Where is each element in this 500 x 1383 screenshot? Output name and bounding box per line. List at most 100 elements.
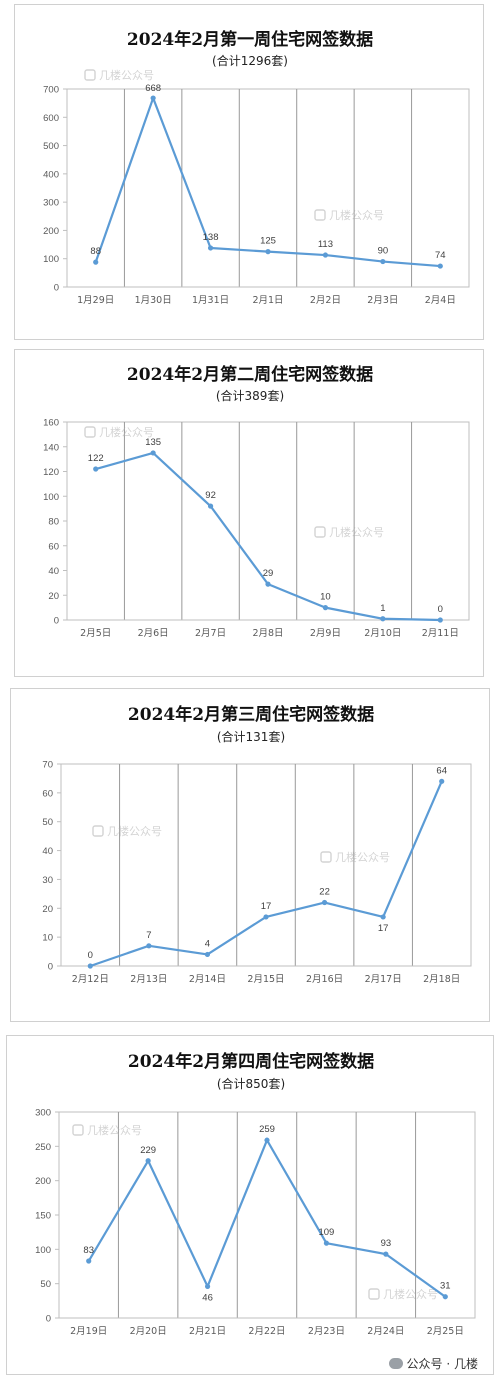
chart-title: 2024年2月第四周住宅网签数据 [128,1051,374,1072]
y-tick-label: 100 [35,1245,51,1256]
chart-panel-week1: 2024年2月第一周住宅网签数据 (合计1296套) 0 100 200 300 400 50… [14,4,484,340]
y-tick-label: 0 [46,1314,51,1325]
data-point [263,914,269,920]
watermark-logo-icon [92,825,104,837]
footer-brand: 公众号 · 几楼 [388,1355,478,1372]
y-tick-label: 600 [43,113,59,124]
y-tick-label: 100 [43,492,59,503]
x-tick-label: 2月5日 [80,628,111,639]
plot-area [66,421,470,621]
y-tick-label: 20 [42,904,53,915]
x-tick-label: 2月8日 [252,628,283,639]
data-label: 0 [88,950,93,961]
x-tick-label: 2月17日 [365,974,402,985]
data-label: 135 [145,437,161,448]
y-tick-label: 200 [43,226,59,237]
data-point [321,899,328,906]
y-tick-label: 0 [54,283,59,294]
watermark: 几楼公众号 [314,208,384,222]
wechat-icon [388,1358,403,1369]
y-tick-label: 200 [35,1176,51,1187]
chart-title: 2024年2月第二周住宅网签数据 [127,364,373,385]
x-tick-label: 2月3日 [367,295,398,306]
watermark-text: 几楼公众号 [99,68,154,82]
watermark-text: 几楼公众号 [329,525,384,539]
y-tick-label: 30 [42,875,53,886]
x-tick-label: 2月16日 [306,974,343,985]
data-point [86,1258,92,1264]
week2-line-chart: 2024年2月第二周住宅网签数据(合计389套)0204060801001201… [43,364,470,639]
data-point [437,263,443,269]
x-tick-label: 2月10日 [364,628,401,639]
x-tick-label: 2月18日 [423,974,460,985]
y-tick-label: 300 [35,1108,51,1119]
x-tick-label: 2月7日 [195,628,226,639]
data-label: 0 [438,604,443,615]
watermark-text: 几楼公众号 [99,425,154,439]
data-point [93,259,99,265]
data-point [442,1294,448,1300]
y-tick-label: 400 [43,169,59,180]
data-label: 668 [145,83,161,94]
footer-text: 公众号 · 几楼 [406,1357,478,1371]
watermark-logo-icon [314,526,326,538]
data-label: 31 [440,1281,451,1292]
watermark-logo-icon [314,209,326,221]
watermark-text: 几楼公众号 [383,1287,438,1301]
data-point [439,778,445,784]
y-tick-label: 70 [42,760,53,771]
watermark: 几楼公众号 [92,824,162,838]
y-tick-label: 10 [42,933,53,944]
y-tick-label: 50 [42,817,53,828]
data-point [204,1283,211,1290]
watermark: 几楼公众号 [72,1123,142,1137]
y-tick-label: 40 [48,566,59,577]
watermark: 几楼公众号 [84,68,154,82]
watermark-text: 几楼公众号 [107,824,162,838]
data-label: 64 [436,765,447,776]
data-point [380,914,386,920]
y-tick-label: 40 [42,846,53,857]
x-tick-label: 2月12日 [72,974,109,985]
x-tick-label: 2月1日 [252,295,283,306]
week3-line-chart: 2024年2月第三周住宅网签数据(合计131套)0102030405060702… [42,704,472,985]
chart-subtitle: (合计1296套) [212,53,288,68]
data-point [207,245,214,251]
x-tick-label: 1月30日 [135,295,172,306]
data-point [383,1251,389,1257]
data-label: 22 [319,887,330,898]
data-point [322,605,329,611]
watermark-logo-icon [84,69,96,81]
y-tick-label: 50 [40,1279,51,1290]
watermark-text: 几楼公众号 [329,208,384,222]
watermark: 几楼公众号 [368,1287,438,1301]
data-point [87,963,93,969]
data-label: 125 [260,236,276,247]
y-tick-label: 100 [43,254,59,265]
data-point [265,581,271,587]
watermark-text: 几楼公众号 [87,1123,142,1137]
watermark: 几楼公众号 [320,850,390,864]
data-label: 138 [203,232,219,243]
x-tick-label: 2月20日 [130,1326,167,1337]
chart-panel-week2: 2024年2月第二周住宅网签数据 (合计389套) 0 20 40 60 80 100 120 1… [14,349,484,677]
data-point [265,249,271,255]
data-label: 88 [90,246,101,257]
watermark: 几楼公众号 [314,525,384,539]
y-tick-label: 500 [43,141,59,152]
data-point [437,617,443,623]
x-tick-label: 2月15日 [247,974,284,985]
data-label: 10 [320,592,331,603]
data-point [322,252,329,258]
chart-subtitle: (合计850套) [217,1076,285,1091]
x-tick-label: 2月19日 [70,1326,107,1337]
data-label: 46 [202,1292,213,1303]
x-tick-label: 1月31日 [192,295,229,306]
data-point [150,450,156,456]
watermark: 几楼公众号 [84,425,154,439]
chart-panel-week3: 2024年2月第三周住宅网签数据 (合计131套) 0 10 20 30 40 50 60 70 2… [10,688,490,1022]
data-point [264,1137,270,1143]
y-tick-label: 0 [54,616,59,627]
y-tick-label: 120 [43,467,59,478]
data-label: 17 [378,923,389,934]
